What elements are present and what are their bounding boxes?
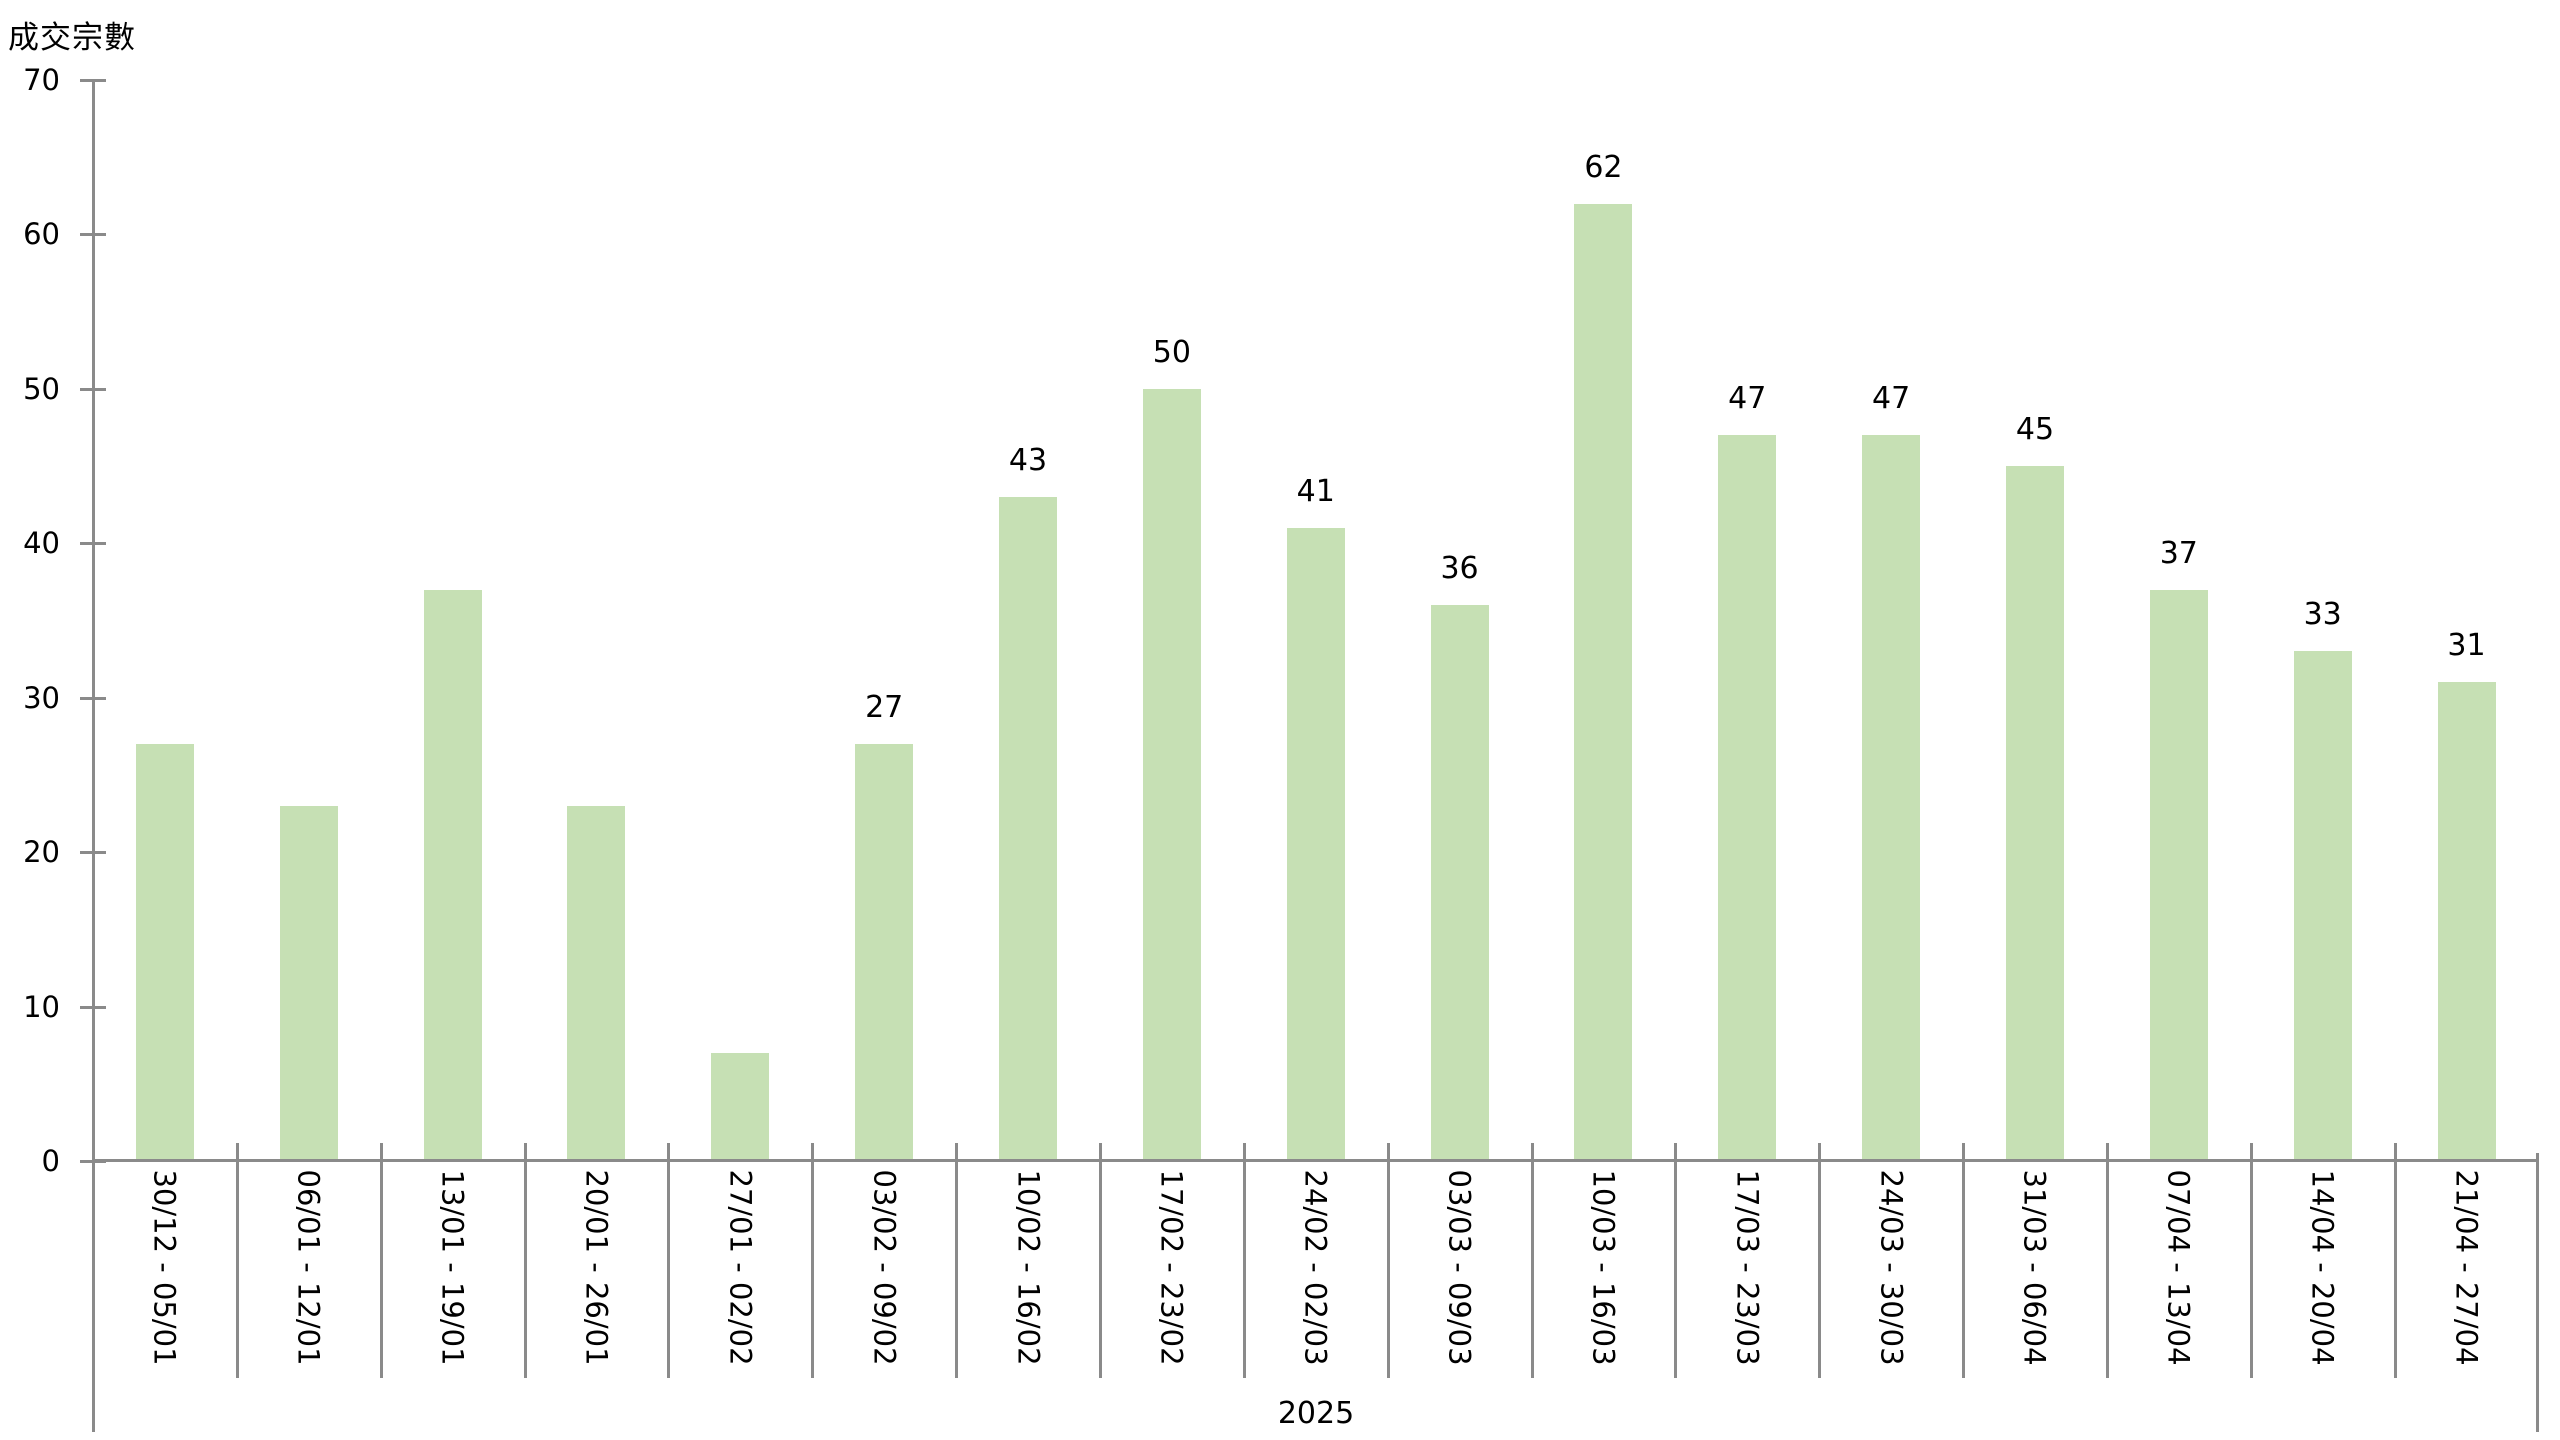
bar-value-label: 43 [1008,442,1048,478]
category-label: 10/03 - 16/03 [1586,1169,1621,1366]
bar-value-label: 36 [1440,551,1479,587]
category-separator [955,1143,959,1378]
y-tick [80,1160,106,1163]
category-label: 06/01 - 12/01 [291,1169,326,1366]
category-label: 30/12 - 05/01 [147,1169,182,1366]
bar [1862,435,1921,1159]
category-label: 27/01 - 02/02 [723,1169,758,1366]
bar-value-label: 33 [2303,597,2342,633]
bar [711,1052,770,1159]
bar [423,589,482,1159]
bar [1430,605,1489,1159]
y-tick [80,79,106,82]
bar [2005,466,2064,1159]
y-axis-line [92,80,95,1432]
category-label: 03/02 - 09/02 [867,1169,902,1366]
category-label: 14/04 - 20/04 [2305,1169,2340,1366]
y-tick [80,233,106,237]
bar [279,805,338,1159]
x-axis-year-label: 2025 [1277,1396,1355,1431]
y-tick-label: 70 [23,63,60,97]
bar-value-label: 50 [1152,334,1191,370]
y-tick-label: 60 [23,217,60,252]
bar-value-label: 62 [1584,149,1623,185]
category-separator [1242,1143,1246,1378]
category-separator [1674,1143,1678,1378]
x-axis-line [92,1159,2540,1162]
category-separator [2105,1143,2109,1378]
bar [1142,388,1201,1159]
category-label: 21/04 - 27/04 [2449,1169,2484,1366]
y-tick [80,696,106,700]
y-tick [80,1005,106,1009]
category-separator [1098,1143,1102,1378]
category-separator [667,1143,671,1378]
category-separator [2393,1143,2397,1378]
y-tick-label: 0 [41,1144,60,1178]
bar [2149,589,2208,1159]
category-label: 10/02 - 16/02 [1011,1169,1046,1366]
y-tick [80,387,106,391]
bar [567,805,626,1159]
bar [2437,682,2496,1159]
bar-value-label: 37 [2159,535,2198,571]
bar-value-label: 27 [865,690,904,726]
y-tick-label: 50 [23,371,60,406]
axis-right-boundary [2536,1153,2540,1432]
category-label: 20/01 - 26/01 [579,1169,614,1366]
bar-value-label: 45 [2015,412,2055,448]
bar [1574,203,1633,1159]
category-separator [1818,1143,1822,1378]
category-separator [2249,1143,2253,1378]
category-separator [1386,1143,1390,1378]
y-tick-label: 10 [23,989,60,1024]
y-tick-label: 40 [23,526,60,561]
bar [999,496,1058,1159]
y-tick-label: 20 [23,835,60,870]
category-label: 24/03 - 30/03 [1874,1169,1909,1366]
bar [855,744,914,1159]
category-label: 17/03 - 23/03 [1730,1169,1765,1366]
bar-value-label: 31 [2447,628,2486,664]
category-label: 24/02 - 02/03 [1298,1169,1333,1366]
y-tick-label: 30 [23,680,60,715]
category-separator [379,1143,383,1378]
y-axis-title: 成交宗數 [8,20,136,56]
category-label: 17/02 - 23/02 [1154,1169,1189,1366]
bar-value-label: 47 [1872,381,1911,417]
category-separator [1962,1143,1966,1378]
bar [1718,435,1777,1159]
category-separator [811,1143,815,1378]
bar [2293,651,2352,1159]
category-label: 03/03 - 09/03 [1442,1169,1477,1366]
bar-value-label: 41 [1296,473,1335,509]
y-tick [80,851,106,855]
category-label: 31/03 - 06/04 [2017,1169,2052,1366]
bar-value-label: 47 [1728,381,1767,417]
category-separator [235,1143,239,1378]
bar [135,744,194,1159]
category-separator [1530,1143,1534,1378]
category-separator [523,1143,527,1378]
category-label: 13/01 - 19/01 [435,1169,470,1366]
category-label: 07/04 - 13/04 [2161,1169,2196,1366]
y-tick [80,542,106,546]
bar [1286,527,1345,1159]
